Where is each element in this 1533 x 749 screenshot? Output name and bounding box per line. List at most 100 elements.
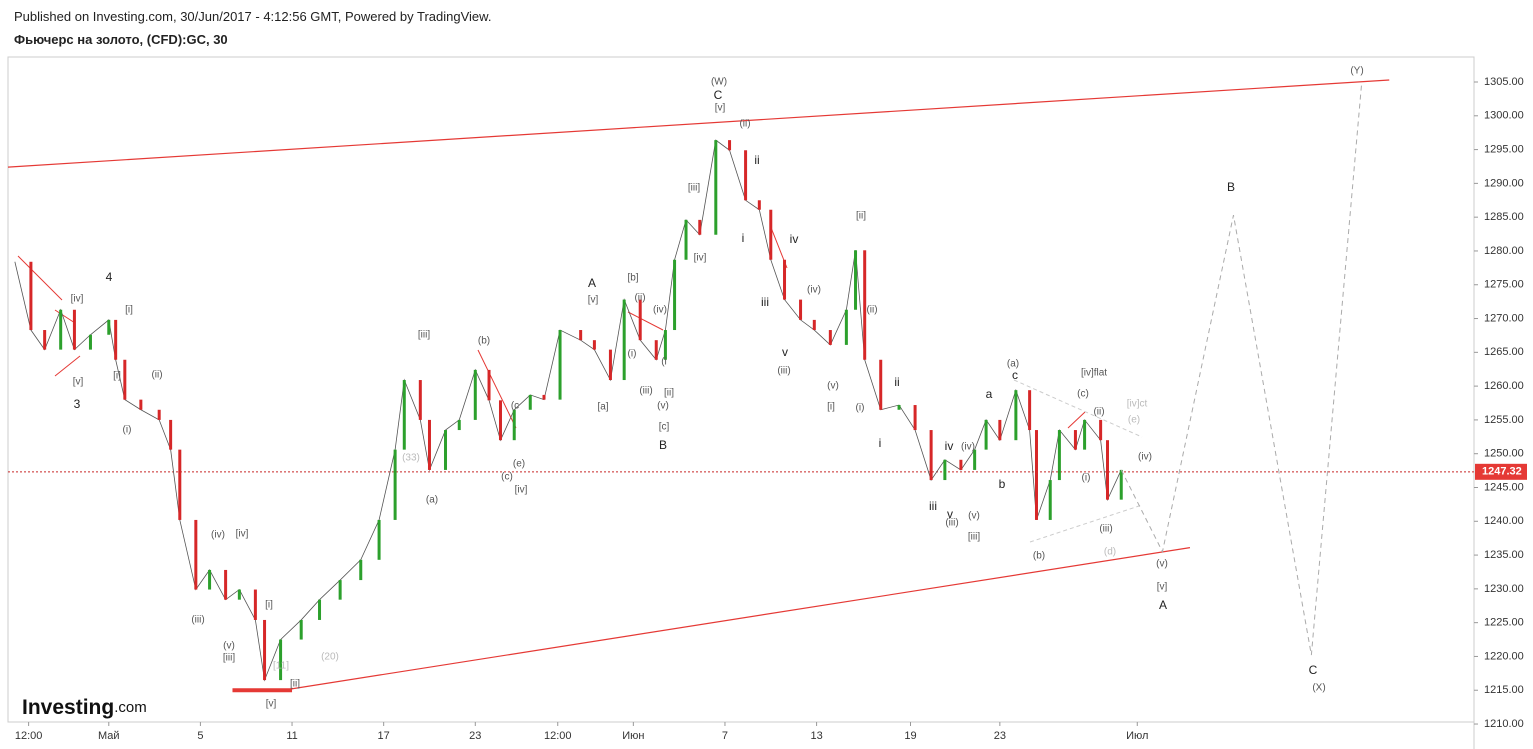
candle [498, 400, 502, 441]
candle [88, 334, 92, 350]
wave-label: (a) [1007, 359, 1019, 370]
wave-label: [v] [588, 295, 599, 306]
x-tick-label: 23 [469, 730, 481, 742]
candle [299, 619, 303, 640]
trend-line [282, 547, 1191, 691]
wave-label: B [1227, 180, 1235, 194]
logo-name: Investing [22, 696, 114, 719]
wave-label: (iii) [191, 615, 204, 626]
wave-label: [i] [827, 402, 835, 413]
candle [769, 209, 773, 260]
wave-lines [17, 224, 1086, 429]
wave-line [477, 349, 517, 429]
wave-label: (e) [1128, 415, 1140, 426]
wave-label: (20) [321, 652, 339, 663]
candle [654, 340, 658, 360]
candle [579, 330, 583, 341]
wave-label: (i) [123, 425, 132, 436]
candle [43, 330, 47, 350]
wave-label: v [947, 507, 953, 521]
wave-label: (i [661, 357, 667, 368]
wave-label: [iii] [688, 183, 700, 194]
x-tick-label: 12:00 [15, 730, 43, 742]
candle [728, 140, 732, 151]
wave-label: (iv) [961, 442, 975, 453]
wave-label: i [879, 436, 882, 450]
last-price-box [1475, 463, 1527, 480]
candle [473, 369, 477, 420]
candle [169, 419, 173, 450]
candle [783, 259, 787, 300]
candle [984, 419, 988, 450]
plot-frame [7, 56, 1475, 723]
y-tick-label: 1270.00 [1484, 312, 1524, 324]
wave-label: (a) [426, 495, 438, 506]
candle [418, 380, 422, 420]
candle [1106, 440, 1109, 500]
candle [528, 394, 532, 410]
wave-label: ii [754, 153, 759, 167]
wave-label: (v) [827, 381, 839, 392]
wave-label: [iii] [968, 532, 980, 543]
wave-label: (iii) [777, 366, 790, 377]
y-tick-label: 1255.00 [1484, 414, 1524, 426]
wave-label: [i] [125, 305, 133, 316]
x-tick-label: Июн [622, 730, 644, 742]
wave-label: (iv) [211, 530, 225, 541]
candle [427, 419, 431, 470]
candle [638, 299, 642, 341]
candle [194, 519, 198, 590]
wave-label: (v) [968, 511, 980, 522]
wave-label: [iii] [223, 653, 235, 664]
y-tick-label: 1235.00 [1484, 549, 1524, 561]
candle [1083, 419, 1087, 450]
symbol-title: Фьючерс на золото, (CFD):GC, 30 [14, 32, 228, 47]
wave-label: A [1159, 598, 1167, 612]
candle [279, 639, 283, 681]
wave-label: B [659, 438, 667, 452]
y-tick-label: 1280.00 [1484, 245, 1524, 257]
candle [1119, 469, 1123, 500]
candle [757, 200, 761, 210]
y-tick-label: 1275.00 [1484, 279, 1524, 291]
wave-label: 4 [106, 270, 113, 284]
candle [698, 219, 702, 235]
published-note: Published on Investing.com, 30/Jun/2017 … [14, 9, 492, 24]
wave-label: [v] [715, 103, 726, 114]
candle [998, 419, 1002, 441]
candle [592, 340, 596, 350]
wave-label: b [999, 477, 1006, 491]
x-tick-label: 19 [904, 730, 916, 742]
wave-label: iii [761, 295, 769, 309]
wave-line [1067, 411, 1086, 429]
candle [558, 330, 562, 400]
x-tick-label: 23 [994, 730, 1006, 742]
candle [844, 309, 848, 345]
wave-label: C [1309, 663, 1318, 677]
triangle-line [1029, 504, 1143, 543]
candle [1057, 430, 1061, 481]
wave-label: (c [511, 401, 519, 412]
wave-label: (ii) [634, 293, 645, 304]
candle [929, 430, 933, 481]
wave-label: [v] [266, 699, 277, 710]
wave-label: (c) [1077, 389, 1089, 400]
wave-label: [i] [265, 600, 273, 611]
candle [673, 259, 677, 331]
wave-label: i [742, 231, 745, 245]
wave-label: [b] [627, 273, 638, 284]
y-tick-label: 1230.00 [1484, 583, 1524, 595]
wave-label: (ii) [1093, 407, 1104, 418]
candle [943, 459, 947, 481]
candle [879, 359, 883, 410]
y-tick-label: 1290.00 [1484, 177, 1524, 189]
wave-label: [iv] [515, 485, 528, 496]
candle [542, 394, 546, 400]
candle [208, 569, 212, 590]
candle [1034, 430, 1038, 520]
candle [59, 309, 63, 350]
wave-label: (W) [711, 77, 727, 88]
y-tick-label: 1220.00 [1484, 650, 1524, 662]
candle [487, 369, 491, 401]
logo-domain: .com [114, 699, 147, 716]
